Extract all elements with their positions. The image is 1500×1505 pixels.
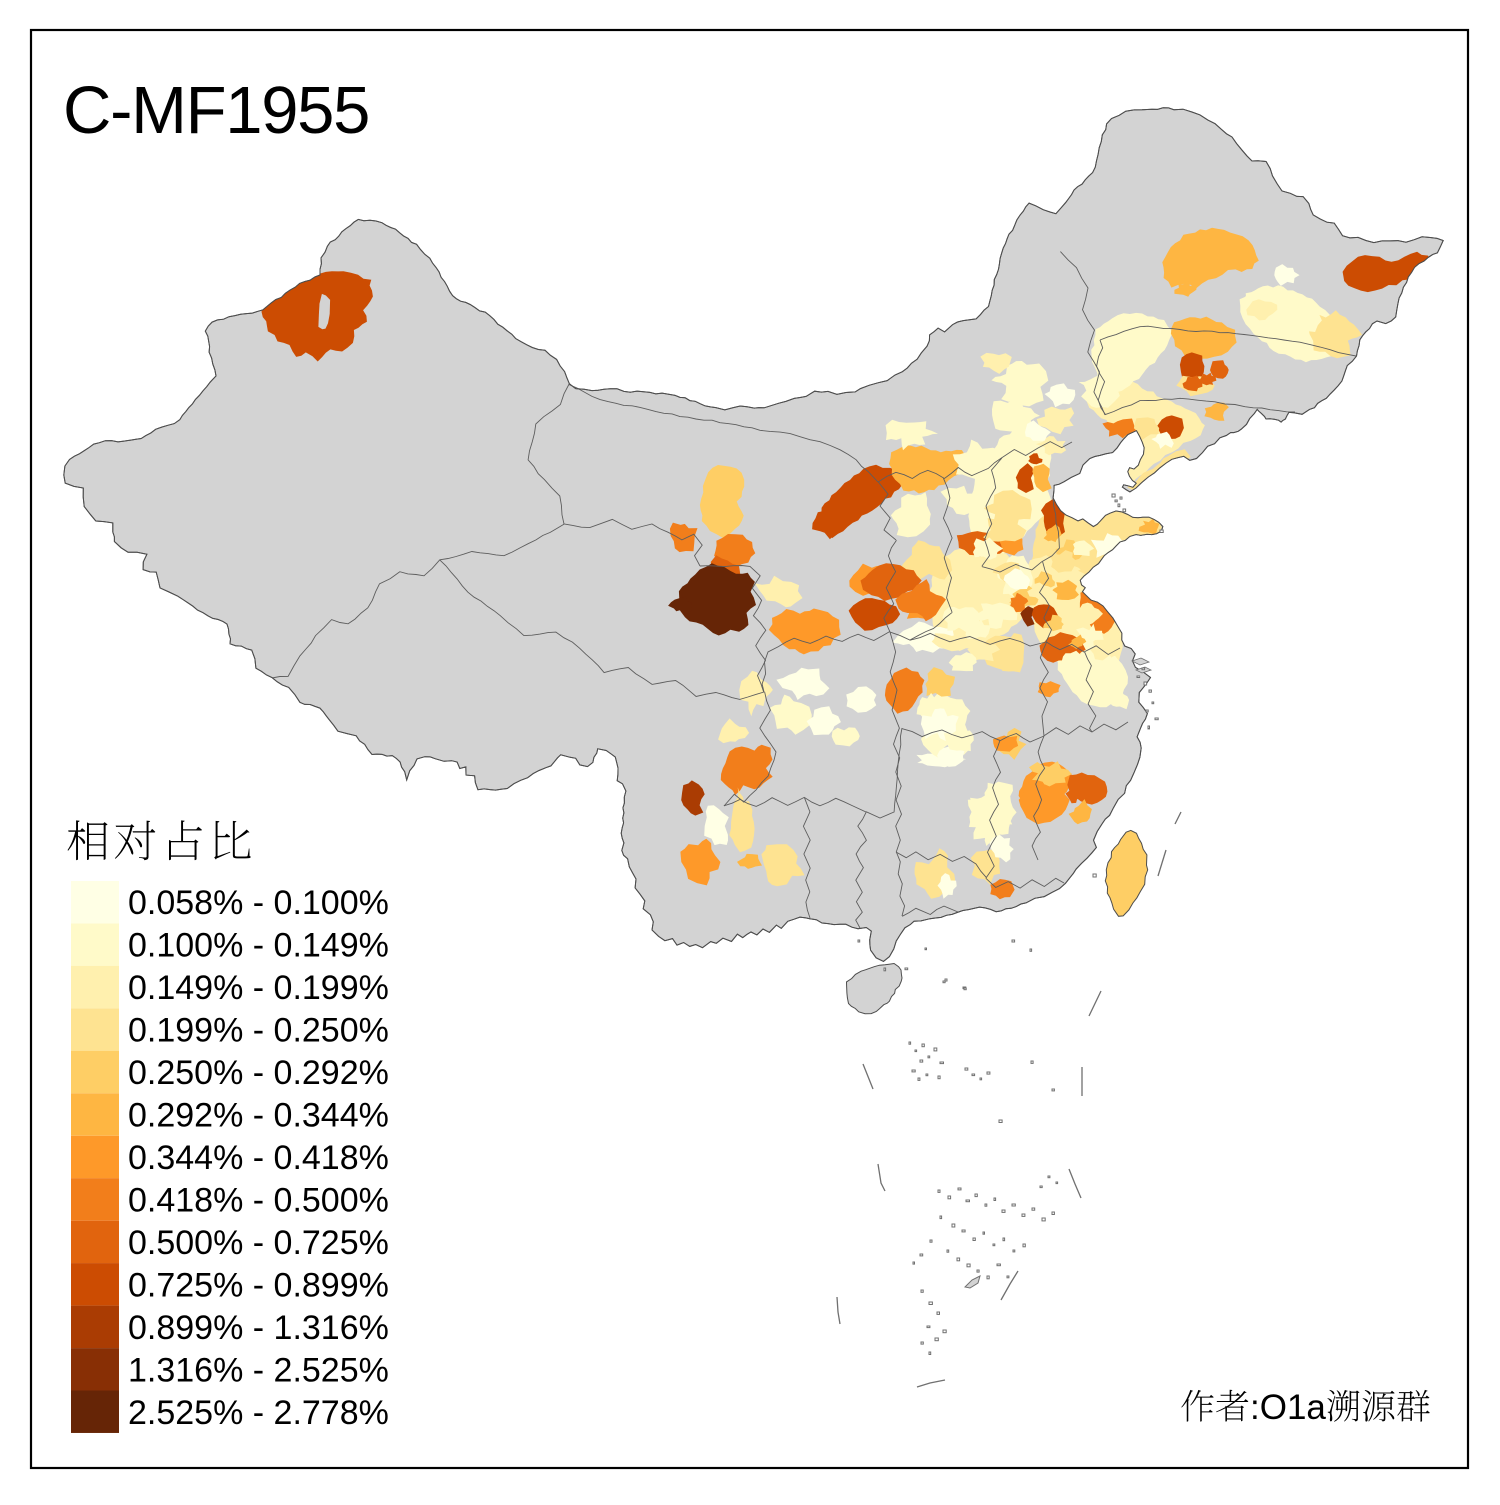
- svg-text:0.058% - 0.100%: 0.058% - 0.100%: [128, 884, 389, 922]
- svg-text:0.292% - 0.344%: 0.292% - 0.344%: [128, 1097, 389, 1135]
- svg-text:0.899% - 1.316%: 0.899% - 1.316%: [128, 1309, 389, 1347]
- svg-text:0.344% - 0.418%: 0.344% - 0.418%: [128, 1139, 389, 1177]
- svg-text:0.418% - 0.500%: 0.418% - 0.500%: [128, 1182, 389, 1220]
- svg-text:0.199% - 0.250%: 0.199% - 0.250%: [128, 1012, 389, 1050]
- svg-text:2.525% - 2.778%: 2.525% - 2.778%: [128, 1394, 389, 1432]
- svg-text:0.725% - 0.899%: 0.725% - 0.899%: [128, 1266, 389, 1304]
- svg-text:C-MF1955: C-MF1955: [63, 73, 369, 148]
- svg-text:1.316% - 2.525%: 1.316% - 2.525%: [128, 1351, 389, 1389]
- svg-text:0.149% - 0.199%: 0.149% - 0.199%: [128, 969, 389, 1007]
- svg-text::O1a: :O1a: [1250, 1388, 1326, 1427]
- svg-text:0.250% - 0.292%: 0.250% - 0.292%: [128, 1054, 389, 1092]
- svg-text:0.500% - 0.725%: 0.500% - 0.725%: [128, 1224, 389, 1262]
- svg-text:0.100% - 0.149%: 0.100% - 0.149%: [128, 927, 389, 965]
